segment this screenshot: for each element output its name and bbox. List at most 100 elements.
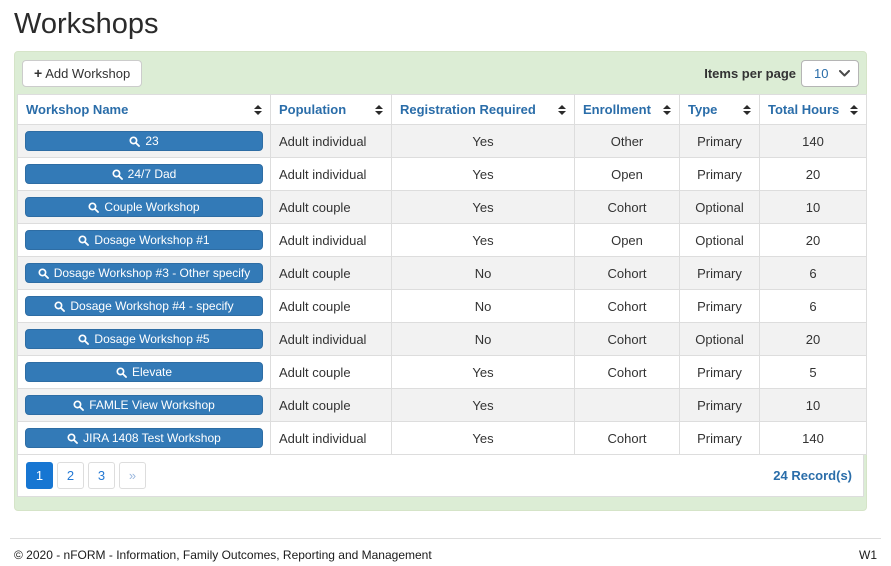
cell-workshop-name: JIRA 1408 Test Workshop bbox=[17, 421, 271, 455]
cell-type: Primary bbox=[679, 256, 760, 290]
cell-enrollment: Cohort bbox=[574, 190, 680, 224]
search-icon bbox=[129, 135, 141, 147]
cell-enrollment: Cohort bbox=[574, 322, 680, 356]
cell-type: Optional bbox=[679, 223, 760, 257]
cell-enrollment: Open bbox=[574, 223, 680, 257]
workshop-detail-button[interactable]: Couple Workshop bbox=[25, 197, 263, 217]
add-workshop-button[interactable]: + Add Workshop bbox=[22, 60, 143, 87]
cell-total-hours: 20 bbox=[759, 157, 867, 191]
table-row: Dosage Workshop #5 Adult individual No C… bbox=[17, 322, 867, 356]
page-button-3[interactable]: 3 bbox=[88, 462, 115, 489]
table-row: Dosage Workshop #4 - specify Adult coupl… bbox=[17, 289, 867, 323]
cell-workshop-name: Dosage Workshop #5 bbox=[17, 322, 271, 356]
cell-type: Primary bbox=[679, 388, 760, 422]
workshop-name-label: Dosage Workshop #5 bbox=[94, 332, 210, 346]
cell-total-hours: 6 bbox=[759, 256, 867, 290]
workshop-name-label: Dosage Workshop #4 - specify bbox=[70, 299, 234, 313]
search-icon bbox=[73, 399, 85, 411]
table-row: Dosage Workshop #3 - Other specify Adult… bbox=[17, 256, 867, 290]
cell-total-hours: 140 bbox=[759, 421, 867, 455]
cell-total-hours: 10 bbox=[759, 190, 867, 224]
workshop-detail-button[interactable]: Dosage Workshop #5 bbox=[25, 329, 263, 349]
plus-icon: + bbox=[34, 65, 43, 81]
page-title: Workshops bbox=[14, 8, 159, 40]
cell-type: Primary bbox=[679, 157, 760, 191]
workshop-name-label: Couple Workshop bbox=[104, 200, 200, 214]
page-button-1[interactable]: 1 bbox=[26, 462, 53, 489]
cell-workshop-name: Dosage Workshop #1 bbox=[17, 223, 271, 257]
cell-registration-required: Yes bbox=[391, 157, 575, 191]
workshop-detail-button[interactable]: Elevate bbox=[25, 362, 263, 382]
cell-registration-required: No bbox=[391, 289, 575, 323]
sort-icon[interactable] bbox=[375, 104, 383, 115]
cell-registration-required: No bbox=[391, 256, 575, 290]
cell-enrollment bbox=[574, 388, 680, 422]
workshop-name-label: Dosage Workshop #3 - Other specify bbox=[53, 266, 251, 280]
cell-population: Adult couple bbox=[270, 190, 392, 224]
cell-type: Optional bbox=[679, 190, 760, 224]
table-row: 24/7 Dad Adult individual Yes Open Prima… bbox=[17, 157, 867, 191]
workshop-name-label: Dosage Workshop #1 bbox=[94, 233, 210, 247]
sort-icon[interactable] bbox=[850, 104, 858, 115]
cell-population: Adult individual bbox=[270, 421, 392, 455]
search-icon bbox=[67, 432, 79, 444]
cell-population: Adult couple bbox=[270, 355, 392, 389]
pager: 1 2 3 » bbox=[26, 462, 150, 489]
cell-population: Adult individual bbox=[270, 223, 392, 257]
footer-version: W1 bbox=[859, 548, 877, 562]
cell-registration-required: Yes bbox=[391, 388, 575, 422]
sort-icon[interactable] bbox=[663, 104, 671, 115]
workshop-name-label: 24/7 Dad bbox=[127, 167, 177, 181]
column-header-population[interactable]: Population bbox=[270, 94, 392, 125]
items-per-page-select[interactable]: 10 bbox=[801, 60, 859, 87]
search-icon bbox=[88, 201, 100, 213]
workshop-name-label: Elevate bbox=[131, 365, 173, 379]
workshop-name-label: JIRA 1408 Test Workshop bbox=[83, 431, 221, 445]
record-count: 24 Record(s) bbox=[773, 468, 852, 483]
sort-icon[interactable] bbox=[743, 104, 751, 115]
chevron-down-icon bbox=[839, 70, 850, 77]
column-header-registration-required[interactable]: Registration Required bbox=[391, 94, 575, 125]
search-icon bbox=[54, 300, 66, 312]
search-icon bbox=[112, 168, 123, 180]
cell-workshop-name: 23 bbox=[17, 124, 271, 158]
workshop-detail-button[interactable]: JIRA 1408 Test Workshop bbox=[25, 428, 263, 448]
cell-type: Primary bbox=[679, 289, 760, 323]
cell-population: Adult individual bbox=[270, 124, 392, 158]
next-page-button[interactable]: » bbox=[119, 462, 146, 489]
cell-type: Primary bbox=[679, 355, 760, 389]
cell-type: Primary bbox=[679, 124, 760, 158]
column-header-enrollment[interactable]: Enrollment bbox=[574, 94, 680, 125]
toolbar: + Add Workshop Items per page 10 bbox=[15, 52, 866, 94]
cell-registration-required: Yes bbox=[391, 124, 575, 158]
cell-total-hours: 10 bbox=[759, 388, 867, 422]
search-icon bbox=[78, 234, 90, 246]
search-icon bbox=[78, 333, 90, 345]
cell-population: Adult couple bbox=[270, 388, 392, 422]
page-button-2[interactable]: 2 bbox=[57, 462, 84, 489]
workshop-detail-button[interactable]: 24/7 Dad bbox=[25, 164, 263, 184]
sort-icon[interactable] bbox=[558, 104, 566, 115]
pagination-bar: 1 2 3 » 24 Record(s) bbox=[17, 455, 864, 497]
workshop-detail-button[interactable]: Dosage Workshop #4 - specify bbox=[25, 296, 263, 316]
cell-enrollment: Other bbox=[574, 124, 680, 158]
workshop-detail-button[interactable]: 23 bbox=[25, 131, 263, 151]
workshop-detail-button[interactable]: Dosage Workshop #3 - Other specify bbox=[25, 263, 263, 283]
column-header-total-hours[interactable]: Total Hours bbox=[759, 94, 867, 125]
sort-icon[interactable] bbox=[254, 104, 262, 115]
items-per-page: Items per page 10 bbox=[704, 60, 859, 87]
cell-enrollment: Cohort bbox=[574, 256, 680, 290]
column-header-type[interactable]: Type bbox=[679, 94, 760, 125]
cell-workshop-name: Dosage Workshop #4 - specify bbox=[17, 289, 271, 323]
table-row: Elevate Adult couple Yes Cohort Primary … bbox=[17, 355, 867, 389]
footer-copyright: © 2020 - nFORM - Information, Family Out… bbox=[14, 548, 432, 562]
cell-workshop-name: Elevate bbox=[17, 355, 271, 389]
cell-registration-required: No bbox=[391, 322, 575, 356]
cell-workshop-name: Dosage Workshop #3 - Other specify bbox=[17, 256, 271, 290]
column-header-workshop-name[interactable]: Workshop Name bbox=[17, 94, 271, 125]
workshop-detail-button[interactable]: Dosage Workshop #1 bbox=[25, 230, 263, 250]
cell-total-hours: 140 bbox=[759, 124, 867, 158]
cell-enrollment: Cohort bbox=[574, 289, 680, 323]
workshop-detail-button[interactable]: FAMLE View Workshop bbox=[25, 395, 263, 415]
cell-total-hours: 5 bbox=[759, 355, 867, 389]
